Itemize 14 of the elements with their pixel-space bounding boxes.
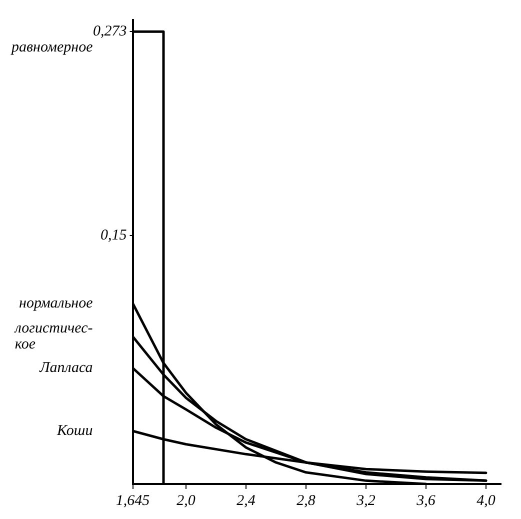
x-tick-label: 2,0 <box>176 492 196 509</box>
text: Лапласа <box>38 360 93 376</box>
x-tick-label: 1,645 <box>116 492 150 509</box>
y-tick-label: 0,273 <box>93 24 127 40</box>
x-tick-label: 2,8 <box>296 492 316 509</box>
x-tick-label: 3,6 <box>416 492 436 509</box>
text: логистичес- кое <box>14 320 93 352</box>
x-tick-label: 3,2 <box>356 492 376 509</box>
y-tick-label: 0,15 <box>100 227 128 244</box>
x-tick-label: 4,0 <box>476 492 496 509</box>
text: Коши <box>56 422 93 439</box>
text: равномерное <box>10 40 94 56</box>
text: нормальное <box>19 295 94 312</box>
x-tick-label: 2,4 <box>236 492 256 509</box>
